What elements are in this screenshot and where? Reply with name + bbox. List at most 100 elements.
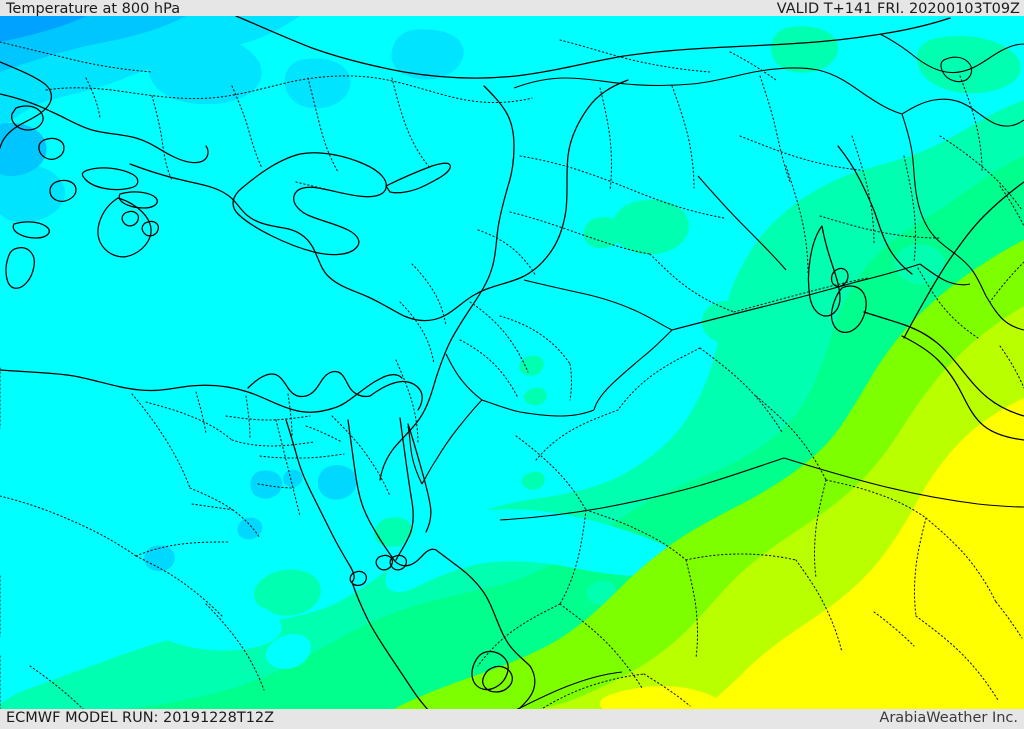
admin-egypt-nile [275, 419, 301, 517]
admin-turkey-1 [45, 75, 533, 103]
temp-lobe-green-1 [916, 35, 1021, 94]
temp-lobe-green-8 [519, 355, 544, 376]
island-sanafir [389, 554, 408, 571]
border-saudi-iraq [671, 263, 921, 331]
admin-syria-3 [671, 85, 695, 189]
coastline-gulf-of-suez-west [285, 419, 355, 583]
admin-iraq-7 [999, 185, 1024, 227]
temp-lobe-green-10 [521, 471, 545, 490]
temp-band-8c-d [284, 58, 351, 109]
forecast-map[interactable] [0, 16, 1024, 710]
border-iraq-iran-south [985, 295, 1024, 331]
coastline-asir-complex [471, 650, 509, 691]
temp-band-4c [0, 16, 86, 42]
island-bahrain [830, 267, 849, 288]
temp-lobe-green-6 [583, 217, 623, 249]
island-farasan [482, 665, 513, 693]
admin-saudi-8 [755, 395, 827, 481]
admin-turkey-3 [231, 85, 263, 169]
border-syria-jordan [523, 279, 673, 331]
admin-turkey-e [729, 51, 777, 81]
admin-sinai-2 [305, 425, 343, 443]
admin-egypt-11 [135, 555, 223, 617]
admin-jordan-3 [499, 315, 571, 365]
footer-bar: ECMWF MODEL RUN: 20191228T12Z ArabiaWeat… [0, 709, 1024, 729]
admin-uae-4 [873, 611, 915, 647]
temp-band-8c-b [147, 29, 262, 105]
admin-saudi-1 [515, 435, 587, 511]
admin-israel-1 [411, 263, 447, 327]
brand-label: ArabiaWeather Inc. [879, 710, 1018, 726]
coastline-sinai-tip [393, 548, 437, 567]
border-jordan-iraq-saudi [593, 329, 673, 411]
border-saudi-uae [783, 457, 1024, 508]
border-armenia [940, 56, 973, 83]
temp-lobe-green-5 [612, 199, 689, 255]
coastline-sinai-north [369, 380, 423, 411]
border-israel-jordan [445, 353, 483, 401]
temp-lobe-green-11 [586, 580, 617, 605]
coastline-sinai-east [395, 417, 414, 561]
temp-pocket-cool-2 [237, 517, 263, 540]
coastline-aqaba-east [407, 423, 432, 533]
admin-egypt-3 [145, 401, 233, 441]
island-kos [118, 191, 158, 209]
admin-saudi-11 [617, 347, 701, 411]
island-karpathos [5, 247, 35, 289]
temp-lobe-green-13 [254, 569, 321, 616]
model-run-label: ECMWF MODEL RUN: 20191228T12Z [6, 710, 275, 726]
temp-band-22c-b [848, 544, 1024, 710]
temp-bay-cyan-1 [385, 509, 677, 592]
admin-egypt-4 [231, 439, 315, 447]
temp-band-8c-e [391, 29, 464, 80]
admin-uae-2 [913, 517, 927, 617]
coastline-uae [863, 311, 1024, 417]
admin-egypt-8 [225, 415, 311, 421]
admin-egypt-7 [287, 393, 293, 437]
admin-turkey-5 [391, 77, 431, 169]
coastline-gulf-arabian [837, 145, 913, 275]
temp-pocket-cool-3 [317, 465, 357, 500]
admin-iran-4 [999, 345, 1024, 389]
admin-iraq-6 [739, 135, 861, 171]
admin-egypt-6 [245, 395, 251, 439]
page-title: Temperature at 800 hPa [6, 1, 181, 17]
admin-iraq-1 [733, 277, 869, 313]
admin-turkey-2 [151, 95, 173, 181]
coastline-turkey-south [129, 79, 629, 322]
admin-egypt-12 [135, 541, 231, 557]
coastline-gulf-iran [903, 181, 1024, 339]
admin-yemen-2 [643, 673, 691, 707]
admin-saudi-2 [585, 509, 687, 561]
temp-patch-yellow-2 [900, 700, 1024, 710]
admin-turkey-6 [85, 77, 101, 119]
admin-egypt-13 [191, 503, 235, 511]
admin-saudi-12 [535, 409, 619, 461]
coastline-nile-delta [247, 370, 371, 398]
coastline-egypt-north [0, 369, 403, 413]
island-naxos [49, 179, 77, 202]
admin-saudi-14 [795, 559, 843, 653]
admin-turkey-4 [307, 77, 339, 173]
admin-saudi-5 [477, 603, 561, 667]
admin-saudi-6 [685, 553, 797, 561]
border-saudi-kuwait [919, 263, 971, 286]
island-small-b [141, 220, 160, 237]
admin-egypt-15 [205, 603, 265, 691]
admin-uae-1 [925, 517, 997, 603]
temp-band-6c-b [0, 122, 47, 176]
national-borders [0, 33, 1024, 710]
coastline-iran-musandam [901, 335, 1024, 441]
admin-jordan-1 [469, 301, 529, 373]
coastline-aegean [0, 61, 52, 149]
island-red-sea-small [349, 570, 368, 587]
admin-egypt-2 [189, 487, 261, 539]
coastline-red-sea-west [351, 581, 429, 710]
admin-jordan-4 [569, 363, 573, 401]
coastline-turkey-west [0, 93, 209, 164]
coastline-sinai-west [347, 419, 395, 561]
coastlines [0, 16, 1024, 710]
temp-pocket-cool-4 [283, 469, 303, 488]
island-samos [81, 167, 139, 191]
